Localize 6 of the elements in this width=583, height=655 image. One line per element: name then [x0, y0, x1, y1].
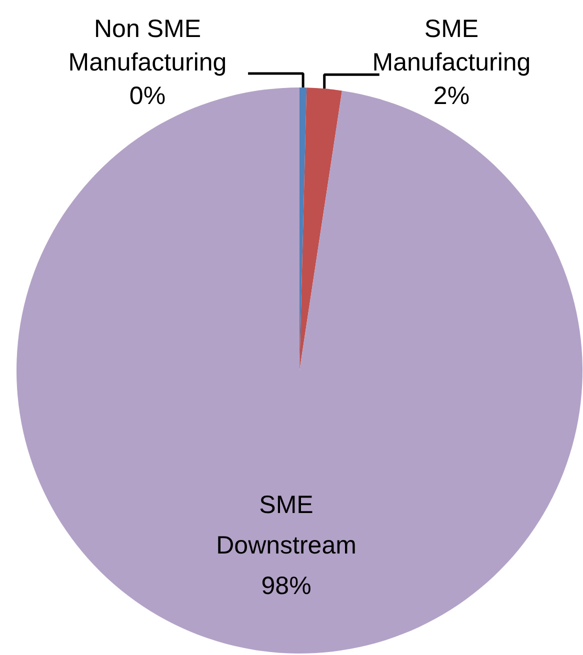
data-label: 98% [261, 572, 312, 600]
slice-label: Non SME Manufacturing [68, 14, 227, 76]
slice-label: SME Manufacturing [372, 14, 531, 76]
slice-label: SME Downstream [216, 490, 356, 560]
data-label: 0% [129, 82, 166, 110]
data-label: 2% [433, 82, 470, 110]
